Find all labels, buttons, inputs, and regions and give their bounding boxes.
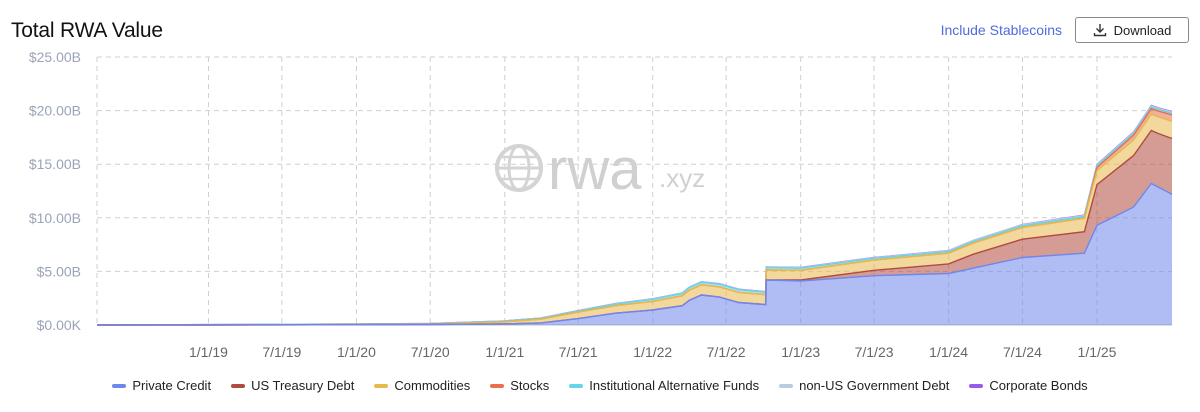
- x-tick-label: 1/1/24: [929, 344, 968, 360]
- x-tick-label: 7/1/19: [262, 344, 301, 360]
- legend-label: Commodities: [394, 378, 471, 393]
- x-axis: 1/1/19 7/1/19 1/1/20 7/1/20 1/1/21 7/1/21 1/1/…: [189, 344, 1117, 360]
- legend-label: Stocks: [510, 378, 550, 393]
- legend-item-private-credit[interactable]: Private Credit: [112, 378, 211, 393]
- legend: Private Credit US Treasury Debt Commoditie…: [0, 378, 1200, 393]
- x-tick-label: 7/1/21: [559, 344, 598, 360]
- x-tick-label: 7/1/23: [855, 344, 894, 360]
- y-tick-label: $25.00B: [29, 49, 81, 65]
- x-tick-label: 1/1/20: [337, 344, 376, 360]
- download-label: Download: [1113, 22, 1172, 38]
- x-tick-label: 1/1/21: [485, 344, 524, 360]
- y-tick-label: $10.00B: [29, 210, 81, 226]
- x-tick-label: 1/1/22: [633, 344, 672, 360]
- y-tick-label: $20.00B: [29, 103, 81, 119]
- line-commodities: [96, 113, 1173, 326]
- legend-label: Private Credit: [132, 378, 212, 393]
- watermark-suffix: .xyz: [659, 163, 705, 193]
- legend-label: US Treasury Debt: [251, 378, 355, 393]
- legend-swatch: [969, 383, 984, 388]
- download-button[interactable]: Download: [1075, 17, 1189, 43]
- x-tick-label: 1/1/23: [781, 344, 820, 360]
- x-tick-label: 7/1/20: [411, 344, 450, 360]
- legend-item-institutional-alternative-funds[interactable]: Institutional Alternative Funds: [569, 378, 759, 393]
- x-tick-label: 1/1/19: [189, 344, 228, 360]
- legend-item-commodities[interactable]: Commodities: [374, 378, 470, 393]
- legend-label: Institutional Alternative Funds: [589, 378, 760, 393]
- legend-item-non-us-government-debt[interactable]: non-US Government Debt: [779, 378, 949, 393]
- legend-swatch: [231, 383, 246, 388]
- y-axis: $0.00K $5.00B $10.00B $15.00B $20.00B $25.00B: [29, 49, 82, 333]
- legend-swatch: [112, 383, 127, 388]
- area-private-credit: [97, 183, 1172, 325]
- legend-label: Corporate Bonds: [989, 378, 1088, 393]
- legend-swatch: [374, 383, 389, 388]
- legend-item-stocks[interactable]: Stocks: [490, 378, 549, 393]
- include-stablecoins-toggle[interactable]: Include Stablecoins: [940, 22, 1062, 38]
- legend-swatch: [490, 383, 505, 388]
- watermark-brand: rwa: [548, 137, 642, 202]
- y-tick-label: $0.00K: [37, 317, 82, 333]
- legend-label: non-US Government Debt: [799, 378, 950, 393]
- x-tick-label: 7/1/22: [707, 344, 746, 360]
- x-tick-label: 1/1/25: [1078, 344, 1117, 360]
- globe-icon: [495, 144, 543, 192]
- legend-item-corporate-bonds[interactable]: Corporate Bonds: [969, 378, 1088, 393]
- page-title: Total RWA Value: [11, 19, 163, 42]
- line-private-credit: [97, 182, 1173, 326]
- series-areas: [96, 104, 1173, 326]
- y-tick-label: $15.00B: [29, 156, 81, 172]
- y-tick-label: $5.00B: [37, 263, 81, 279]
- x-tick-label: 7/1/24: [1003, 344, 1042, 360]
- download-icon: [1093, 23, 1107, 37]
- legend-swatch: [569, 383, 584, 388]
- watermark: rwa .xyz: [495, 137, 705, 202]
- legend-item-us-treasury-debt[interactable]: US Treasury Debt: [231, 378, 354, 393]
- legend-swatch: [779, 383, 794, 388]
